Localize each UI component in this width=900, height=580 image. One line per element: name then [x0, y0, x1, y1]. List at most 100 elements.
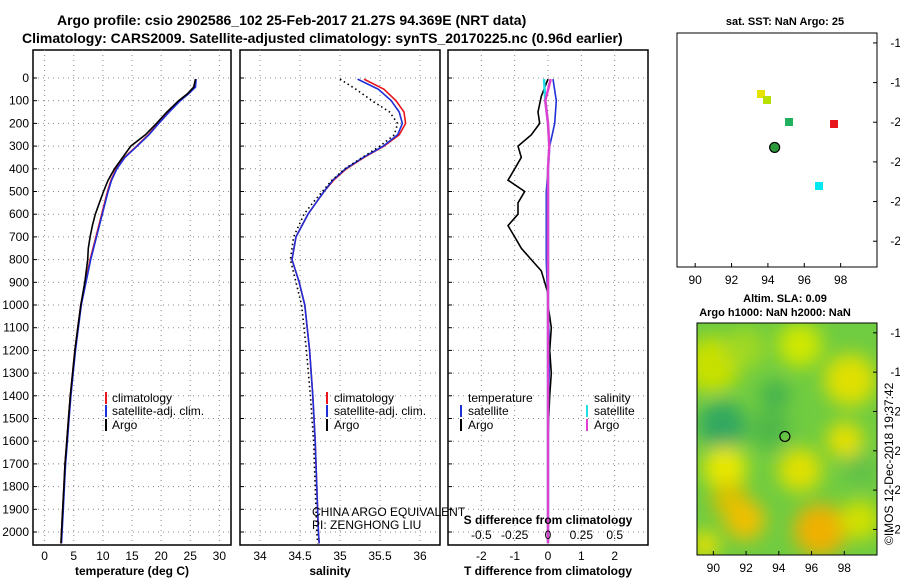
salinity-tick-label: 34.5 [288, 549, 312, 563]
sla-blob [840, 500, 877, 540]
lat-tick-label: -26 [890, 522, 900, 536]
salinity-xlabel: salinity [309, 564, 351, 578]
salinity-tick-label: 35.5 [368, 549, 392, 563]
header-line2: Climatology: CARS2009. Satellite-adjuste… [22, 30, 623, 46]
depth-tick-label: 1600 [2, 434, 29, 448]
sla-map-title1: Altim. SLA: 0.09 [743, 293, 827, 305]
sla-argo-position-marker [779, 430, 791, 443]
salinity-tick-labels: 34 34.5 35 35.5 36 [253, 549, 427, 563]
salinity-panel: 34 34.5 35 35.5 36 salinity climatology sate… [239, 49, 466, 578]
difference-series-temperature-argo [506, 78, 553, 544]
difference-panel: -2 -1 0 1 2 -0.5 -0.25 0 0.25 0.5 T difference f… [447, 49, 649, 578]
sla-blob [827, 422, 863, 458]
salinity-grid [240, 50, 440, 545]
lon-tick-label: 98 [838, 561, 852, 575]
legend-temperature-title: temperature [468, 391, 533, 405]
depth-tick-label: 0 [22, 71, 29, 85]
sla-blob [778, 448, 822, 492]
sla-map-frame [696, 322, 878, 556]
depth-tick-labels: 0 100 200 300 400 500 600 700 800 900 1000 1100 1200… [2, 71, 29, 539]
lat-tick-label: -22 [890, 444, 900, 458]
temperature-xlabel: temperature (deg C) [75, 564, 189, 578]
sla-lat-ticks: -16 -18 -20 -22 -24 -26 [873, 326, 900, 536]
lon-tick-label: 96 [798, 273, 812, 287]
depth-tick-label: 2000 [2, 525, 29, 539]
depth-tick-label: 500 [9, 185, 29, 199]
salinity-legend: climatology satellite-adj. clim. Argo [326, 391, 426, 432]
t-difference-tick-label: -2 [476, 549, 487, 563]
s-difference-tick-labels: -0.5 -0.25 0 0.25 0.5 [471, 528, 623, 542]
sla-blob [703, 446, 747, 490]
salinity-series-argo [289, 78, 399, 544]
sst-lon-ticks: 90 92 94 96 98 [689, 263, 848, 287]
legend-satellite: satellite-adj. clim. [334, 404, 426, 418]
legend-t-satellite: satellite [468, 404, 509, 418]
lat-tick-label: -20 [890, 404, 900, 418]
imos-stamp: ©IMOS 12-Dec-2018 19:37:42 [882, 382, 896, 545]
sla-blob [778, 323, 822, 367]
salinity-series-satellite-adj-clim- [291, 78, 404, 544]
depth-tick-label: 300 [9, 139, 29, 153]
salinity-lines [289, 78, 407, 544]
temperature-lines [60, 78, 197, 544]
credit-line1: CHINA ARGO EQUIVALENT [312, 505, 466, 519]
temperature-tick-label: 5 [70, 549, 77, 563]
sla-blob [844, 454, 876, 486]
salinity-tick-label: 34 [253, 549, 267, 563]
salinity-series-climatology [291, 78, 407, 544]
sla-blob [697, 531, 719, 555]
legend-s-satellite: satellite [594, 404, 635, 418]
depth-tick-label: 800 [9, 253, 29, 267]
difference-legend: temperature satellite Argo salinity sate… [460, 391, 635, 432]
depth-tick-label: 100 [9, 94, 29, 108]
s-difference-xlabel: S difference from climatology [464, 513, 633, 527]
depth-tick-label: 200 [9, 116, 29, 130]
s-difference-tick-label: -0.5 [471, 528, 492, 542]
lon-tick-label: 92 [725, 273, 739, 287]
depth-tick-label: 400 [9, 162, 29, 176]
lon-tick-label: 98 [834, 273, 848, 287]
s-difference-tick-label: 0 [545, 528, 552, 542]
lat-tick-label: -18 [890, 365, 900, 379]
depth-tick-label: 1800 [2, 480, 29, 494]
lon-tick-label: 96 [805, 561, 819, 575]
sst-lat-ticks: -16 -18 -20 -22 -24 -26 [873, 36, 900, 248]
credit-line2: PI: ZENGHONG LIU [312, 518, 421, 532]
sla-blob [824, 354, 876, 406]
sst-map-panel: sat. SST: NaN Argo: 25 -16 -18 -20 -22 -24 -2… [676, 16, 900, 287]
legend-t-argo: Argo [468, 418, 494, 432]
temperature-legend: climatology satellite-adj. clim. Argo [105, 391, 204, 432]
lon-tick-label: 90 [689, 273, 703, 287]
sst-map-title: sat. SST: NaN Argo: 25 [726, 16, 844, 28]
depth-tick-label: 1900 [2, 502, 29, 516]
sst-cell [785, 118, 793, 126]
depth-tick-label: 1700 [2, 457, 29, 471]
s-difference-tick-label: -0.25 [501, 528, 529, 542]
lat-tick-label: -22 [890, 155, 900, 169]
lon-tick-label: 90 [707, 561, 721, 575]
t-difference-tick-label: 2 [611, 549, 618, 563]
legend-salinity-title: salinity [594, 391, 631, 405]
sla-map-title2: Argo h1000: NaN h2000: NaN [699, 307, 851, 319]
sst-argo-position-marker [769, 141, 781, 154]
lon-tick-label: 94 [772, 561, 786, 575]
sla-blob [761, 381, 789, 409]
sla-blob [698, 401, 746, 449]
t-difference-xlabel: T difference from climatology [464, 564, 632, 578]
sst-cell [830, 120, 838, 128]
lat-tick-label: -18 [890, 76, 900, 90]
depth-tick-label: 1300 [2, 366, 29, 380]
temperature-tick-label: 30 [213, 549, 227, 563]
sla-blobs [697, 323, 877, 555]
t-difference-tick-labels: -2 -1 0 1 2 [476, 549, 618, 563]
header-line1: Argo profile: csio 2902586_102 25-Feb-20… [57, 12, 526, 28]
t-difference-tick-label: 1 [578, 549, 585, 563]
sst-cells [757, 90, 838, 190]
legend-s-argo: Argo [594, 418, 620, 432]
depth-tick-label: 1500 [2, 412, 29, 426]
depth-tick-label: 1200 [2, 343, 29, 357]
lat-tick-label: -26 [890, 234, 900, 248]
legend-climatology: climatology [112, 391, 172, 405]
salinity-tick-label: 35 [333, 549, 347, 563]
temperature-panel: 0100200300400500600700800900100011001200… [2, 49, 232, 578]
